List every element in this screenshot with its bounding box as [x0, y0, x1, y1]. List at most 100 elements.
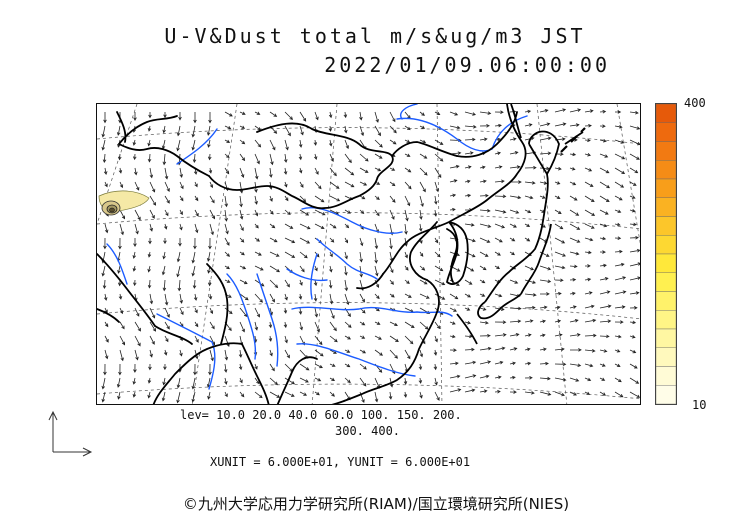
- wind-arrow: [554, 362, 567, 367]
- wind-arrow: [614, 305, 626, 309]
- wind-arrow: [374, 377, 380, 389]
- wind-arrow: [584, 209, 596, 216]
- wind-arrow: [191, 139, 196, 151]
- wind-arrow: [207, 279, 212, 287]
- wind-arrow: [433, 209, 438, 217]
- wind-arrow: [148, 238, 152, 245]
- wind-arrow: [343, 111, 348, 119]
- wind-arrow: [479, 374, 490, 379]
- wind-arrow: [419, 391, 423, 399]
- wind-arrow: [419, 279, 428, 285]
- wind-arrow: [434, 279, 446, 286]
- wind-arrow: [524, 279, 537, 284]
- wind-arrow: [194, 335, 199, 343]
- wind-arrow: [299, 111, 307, 122]
- wind-arrow: [419, 111, 425, 116]
- wind-arrow: [479, 307, 487, 311]
- wind-arrow: [434, 195, 438, 205]
- wind-arrow: [116, 125, 121, 136]
- wind-arrow: [599, 377, 606, 381]
- wind-arrow: [161, 139, 166, 150]
- wind-arrow: [449, 164, 460, 169]
- wind-arrow: [599, 290, 611, 295]
- wind-arrow: [374, 321, 381, 325]
- wind-arrow: [269, 279, 279, 289]
- wind-arrow: [584, 318, 597, 323]
- wind-arrow: [404, 265, 409, 271]
- wind-arrow: [464, 374, 477, 379]
- wind-arrow: [162, 377, 166, 386]
- wind-arrow: [132, 377, 136, 385]
- wind-arrow: [569, 348, 582, 352]
- wind-arrow: [479, 165, 486, 170]
- wind-arrow: [299, 167, 303, 174]
- wind-arrow: [389, 321, 398, 326]
- wind-arrow: [314, 167, 319, 175]
- wind-arrow: [314, 377, 322, 382]
- wind-arrow: [254, 391, 263, 399]
- wind-arrow: [283, 153, 288, 163]
- wind-arrow: [164, 181, 170, 192]
- wind-arrow: [284, 251, 296, 258]
- wind-arrow: [449, 193, 457, 198]
- wind-arrow: [224, 125, 232, 130]
- wind-arrow: [329, 223, 337, 229]
- wind-arrow: [329, 153, 334, 162]
- wind-arrow: [268, 321, 273, 329]
- wind-arrow: [269, 293, 275, 303]
- wind-arrow: [254, 307, 260, 318]
- wind-arrow: [464, 165, 472, 169]
- wind-arrow: [374, 153, 383, 159]
- wind-arrow: [569, 209, 580, 216]
- wind-arrow: [434, 251, 441, 258]
- wind-arrow: [374, 279, 380, 288]
- wind-arrow: [629, 195, 636, 199]
- wind-arrow: [614, 209, 622, 213]
- wind-arrow: [509, 319, 522, 324]
- wind-arrow: [539, 109, 549, 113]
- map-canvas: [97, 104, 640, 404]
- wind-arrow: [554, 347, 565, 352]
- wind-arrow: [509, 223, 517, 228]
- wind-arrow: [434, 391, 440, 401]
- colorbar-swatch: [655, 272, 677, 292]
- wind-arrow: [509, 237, 516, 242]
- wind-arrow: [494, 360, 504, 365]
- wind-arrow: [329, 265, 333, 273]
- wind-arrow: [554, 181, 561, 185]
- wind-arrow: [299, 223, 311, 230]
- wind-arrow: [524, 319, 534, 323]
- wind-arrow: [344, 237, 348, 244]
- wind-arrow: [269, 139, 276, 151]
- wind-arrow: [629, 306, 638, 310]
- wind-arrow: [329, 195, 341, 202]
- wind-arrow: [194, 223, 199, 234]
- wind-arrow: [539, 136, 552, 141]
- wind-arrow: [101, 391, 106, 403]
- wind-arrow: [359, 237, 364, 247]
- wind-arrow: [329, 293, 334, 305]
- wind-arrow: [239, 153, 246, 162]
- wind-arrow: [284, 335, 288, 344]
- wind-arrow: [569, 391, 577, 396]
- wind-arrow: [344, 377, 351, 384]
- wind-arrow: [328, 139, 333, 147]
- wind-arrow: [629, 291, 640, 295]
- wind-arrow: [192, 279, 197, 289]
- wind-arrow: [524, 237, 531, 242]
- wind-arrow: [298, 307, 303, 315]
- wind-arrow: [224, 251, 231, 257]
- colorbar-max-label: 400: [684, 96, 706, 110]
- wind-arrow: [524, 333, 532, 337]
- vector-units: XUNIT = 6.000E+01, YUNIT = 6.000E+01: [210, 455, 471, 469]
- wind-arrow: [433, 349, 438, 356]
- wind-arrow: [479, 360, 492, 365]
- wind-arrow: [147, 265, 151, 273]
- wind-arrow: [102, 153, 107, 164]
- wind-arrow: [149, 181, 156, 193]
- wind-arrow: [359, 363, 367, 370]
- colorbar-swatch: [655, 366, 677, 386]
- wind-arrow: [179, 167, 183, 178]
- wind-arrow: [149, 167, 154, 179]
- wind-vectors: [101, 108, 640, 404]
